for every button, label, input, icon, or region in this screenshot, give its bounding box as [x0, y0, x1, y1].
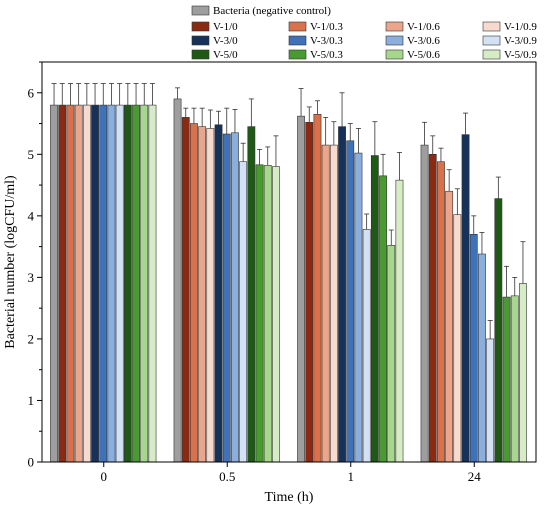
legend-swatch — [385, 21, 404, 32]
bar-bacteria-negative-control--t0.5 — [173, 98, 182, 463]
y-tick-label: 2 — [28, 331, 35, 346]
bar-v-5-0-t0 — [123, 104, 132, 463]
error-bars-group — [51, 83, 526, 339]
bar-v-1-0-6-t24 — [445, 190, 454, 463]
x-axis: 0 0.5 1 24 — [101, 462, 482, 484]
legend-label: V-5/0 — [213, 49, 238, 61]
bar-v-1-0-3-t0 — [66, 104, 75, 463]
bar-v-5-0-3-t0 — [132, 104, 140, 463]
bar-bacteria-negative-control--t0 — [50, 104, 58, 463]
bar-v-5-0-9-t0 — [148, 104, 157, 463]
bar-bacteria-negative-control--t1 — [297, 115, 305, 463]
legend-label: V-3/0 — [213, 35, 238, 47]
legend-label: V-5/0.6 — [407, 49, 440, 61]
y-axis-label: Bacterial number (logCFU/ml) — [3, 175, 18, 349]
bar-v-3-0-6-t24 — [478, 253, 486, 463]
legend-swatch — [288, 35, 307, 46]
bar-v-3-0-t0.5 — [214, 124, 223, 463]
y-tick-label: 1 — [28, 393, 35, 408]
legend-label: V-5/0.3 — [310, 49, 343, 61]
bar-v-3-0-3-t24 — [469, 234, 478, 463]
legend: Bacteria (negative control) V-1/0 V-1/0.3 V… — [191, 5, 537, 61]
legend-label: V-1/0 — [213, 21, 238, 33]
legend-label: Bacteria (negative control) — [213, 5, 331, 17]
bar-v-5-0-6-t0 — [140, 104, 149, 463]
bar-v-3-0-9-t24 — [486, 338, 495, 463]
bar-v-3-0-6-t1 — [354, 152, 363, 463]
legend-label: V-3/0.3 — [310, 35, 343, 47]
bar-v-5-0-9-t0.5 — [272, 166, 280, 463]
legend-swatch — [482, 35, 501, 46]
bar-v-5-0-9-t1 — [395, 179, 404, 463]
legend-swatch — [385, 49, 404, 60]
bar-v-1-0-t0 — [58, 104, 67, 463]
bar-v-3-0-6-t0 — [107, 104, 116, 463]
bar-v-1-0-9-t0 — [82, 104, 91, 463]
x-tick-label: 0 — [101, 469, 108, 484]
bar-v-1-0-t24 — [428, 154, 437, 463]
legend-swatch — [482, 49, 501, 60]
bar-v-3-0-9-t0 — [115, 104, 124, 463]
y-tick-label: 5 — [28, 147, 35, 162]
legend-swatch — [385, 35, 404, 46]
bar-v-1-0-6-t1 — [321, 144, 330, 463]
bar-v-5-0-9-t24 — [519, 283, 527, 463]
y-tick-label: 6 — [28, 85, 35, 100]
x-tick-label: 1 — [348, 469, 355, 484]
legend-swatch — [191, 5, 210, 16]
legend-label: V-1/0.3 — [310, 21, 343, 33]
legend-label: V-1/0.9 — [504, 21, 537, 33]
legend-swatch — [288, 21, 307, 32]
bar-v-3-0-t0 — [91, 104, 99, 463]
legend-swatch — [288, 49, 307, 60]
x-axis-label: Time (h) — [265, 490, 314, 505]
bar-v-5-0-t24 — [494, 198, 503, 463]
bar-v-3-0-9-t1 — [362, 229, 371, 463]
bar-v-5-0-6-t24 — [510, 295, 519, 463]
y-axis: 0 1 2 3 4 5 6 — [28, 61, 42, 470]
bar-bacteria-negative-control--t24 — [420, 144, 429, 463]
legend-swatch — [191, 35, 210, 46]
bar-v-3-0-6-t0.5 — [231, 132, 239, 463]
bar-v-1-0-6-t0 — [74, 104, 83, 463]
bar-v-1-0-t1 — [305, 122, 314, 463]
bar-v-3-0-3-t0 — [99, 104, 108, 463]
y-tick-label: 0 — [28, 455, 35, 470]
legend-label: V-1/0.6 — [407, 21, 440, 33]
bar-v-3-0-t24 — [461, 134, 470, 463]
bar-v-5-0-3-t1 — [379, 175, 387, 463]
legend-label: V-5/0.9 — [504, 49, 537, 61]
legend-swatch — [482, 21, 501, 32]
bar-v-5-0-t1 — [370, 155, 379, 463]
legend-label: V-3/0.6 — [407, 35, 440, 47]
legend-label: V-3/0.9 — [504, 35, 537, 47]
legend-swatch — [191, 21, 210, 32]
bar-v-1-0-6-t0.5 — [198, 126, 207, 463]
bar-v-3-0-3-t1 — [346, 140, 355, 463]
bar-v-3-0-3-t0.5 — [222, 133, 231, 463]
bar-v-1-0-9-t0.5 — [206, 128, 215, 463]
x-tick-label: 0.5 — [219, 469, 235, 484]
bar-v-1-0-t0.5 — [181, 117, 190, 463]
y-tick-label: 3 — [28, 270, 35, 285]
bar-v-5-0-t0.5 — [247, 126, 256, 463]
bar-v-1-0-9-t1 — [329, 144, 338, 463]
bar-v-3-0-t1 — [338, 126, 346, 463]
bar-v-5-0-6-t0.5 — [263, 165, 272, 463]
bar-v-5-0-3-t0.5 — [255, 164, 264, 463]
bar-v-5-0-6-t1 — [387, 245, 396, 463]
plot-frame — [41, 61, 537, 463]
bar-v-1-0-3-t24 — [437, 161, 445, 463]
bar-v-3-0-9-t0.5 — [239, 161, 248, 463]
bar-v-1-0-3-t0.5 — [190, 123, 198, 463]
legend-swatch — [191, 49, 210, 60]
x-tick-label: 24 — [468, 469, 482, 484]
y-tick-label: 4 — [28, 208, 35, 223]
bar-v-5-0-3-t24 — [502, 296, 511, 463]
bar-v-1-0-9-t24 — [453, 214, 462, 463]
bar-v-1-0-3-t1 — [313, 114, 322, 463]
bars-group — [50, 98, 527, 463]
